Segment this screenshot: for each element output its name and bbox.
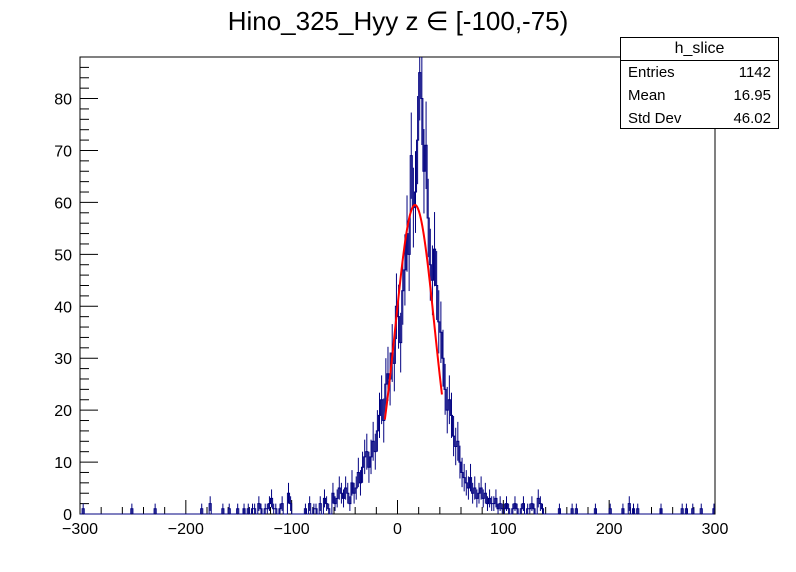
stats-box-name: h_slice — [621, 38, 778, 61]
stats-label: Std Dev — [628, 110, 682, 127]
stats-value: 16.95 — [733, 87, 771, 104]
y-tick-label: 40 — [54, 299, 72, 316]
x-tick-label: 200 — [596, 521, 623, 538]
x-tick-label: −200 — [168, 521, 204, 538]
y-tick-label: 30 — [54, 351, 72, 368]
histogram-outline — [80, 72, 715, 515]
y-tick-label: 20 — [54, 403, 72, 420]
gaussian-fit-curve — [383, 203, 443, 420]
stats-label: Mean — [628, 87, 666, 104]
chart-title: Hino_325_Hyy z ∈ [-100,-75) — [227, 6, 569, 36]
x-tick-label: 100 — [490, 521, 517, 538]
stats-row-mean: Mean 16.95 — [621, 84, 778, 107]
y-tick-label: 60 — [54, 195, 72, 212]
y-tick-label: 80 — [54, 92, 72, 109]
y-tick-label: 70 — [54, 143, 72, 160]
x-tick-label: 300 — [702, 521, 729, 538]
stats-value: 46.02 — [733, 110, 771, 127]
stats-label: Entries — [628, 64, 675, 81]
stats-row-stddev: Std Dev 46.02 — [621, 107, 778, 130]
x-tick-label: −300 — [62, 521, 98, 538]
y-tick-label: 0 — [63, 507, 72, 524]
stats-row-entries: Entries 1142 — [621, 61, 778, 84]
y-tick-label: 10 — [54, 455, 72, 472]
x-tick-label: 0 — [393, 521, 402, 538]
y-tick-label: 50 — [54, 247, 72, 264]
stats-box: h_slice Entries 1142 Mean 16.95 Std Dev … — [620, 37, 779, 129]
x-tick-label: −100 — [274, 521, 310, 538]
stats-value: 1142 — [738, 64, 771, 81]
